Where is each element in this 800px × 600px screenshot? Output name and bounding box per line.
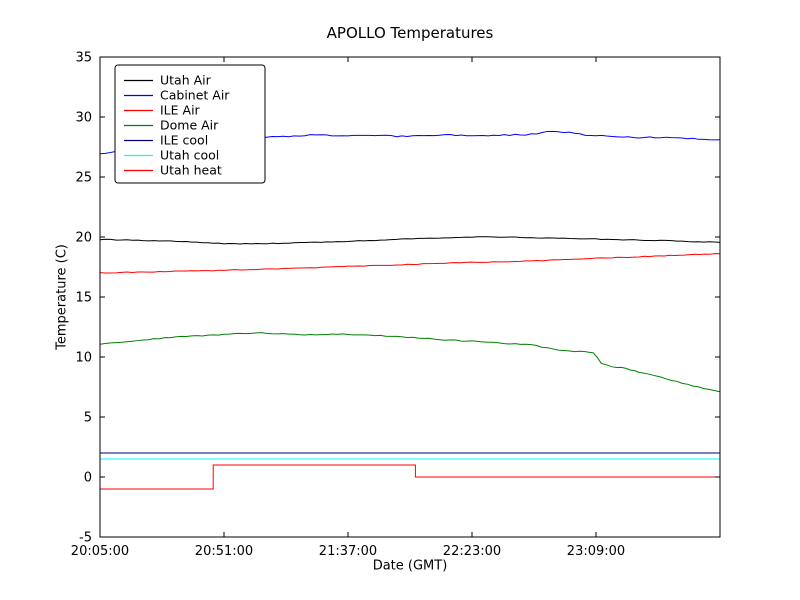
y-tick-label: 25 (75, 171, 92, 186)
legend-label-utah-air: Utah Air (160, 73, 212, 88)
y-tick-label: 5 (84, 411, 92, 426)
y-tick-label: 15 (75, 291, 92, 306)
legend-label-utah-cool: Utah cool (160, 148, 219, 163)
x-axis-label: Date (GMT) (372, 558, 448, 574)
legend-label-ile-cool: ILE cool (160, 133, 208, 148)
chart-title: APOLLO Temperatures (326, 24, 494, 42)
y-tick-label: 10 (75, 351, 92, 366)
x-tick-label: 22:23:00 (443, 544, 501, 559)
y-axis-label: Temperature (C) (54, 244, 70, 350)
series-line-utah-heat (100, 464, 720, 490)
x-tick-label: 20:51:00 (195, 544, 253, 559)
y-tick-label: 20 (75, 231, 92, 246)
y-tick-label: 30 (75, 111, 92, 126)
legend-label-cabinet-air: Cabinet Air (160, 88, 230, 103)
series-line-utah-air (99, 236, 721, 245)
x-tick-label: 20:05:00 (71, 544, 129, 559)
series-line-ile-air (99, 253, 721, 274)
x-tick-label: 23:09:00 (567, 544, 625, 559)
legend-label-ile-air: ILE Air (160, 103, 201, 118)
legend-label-utah-heat: Utah heat (160, 163, 222, 178)
y-tick-label: 35 (75, 51, 92, 66)
y-tick-label: -5 (79, 531, 92, 546)
x-tick-label: 21:37:00 (319, 544, 377, 559)
legend-box (114, 64, 266, 184)
legend-label-dome-air: Dome Air (160, 118, 219, 133)
series-line-dome-air (99, 332, 721, 393)
y-tick-label: 0 (84, 471, 92, 486)
